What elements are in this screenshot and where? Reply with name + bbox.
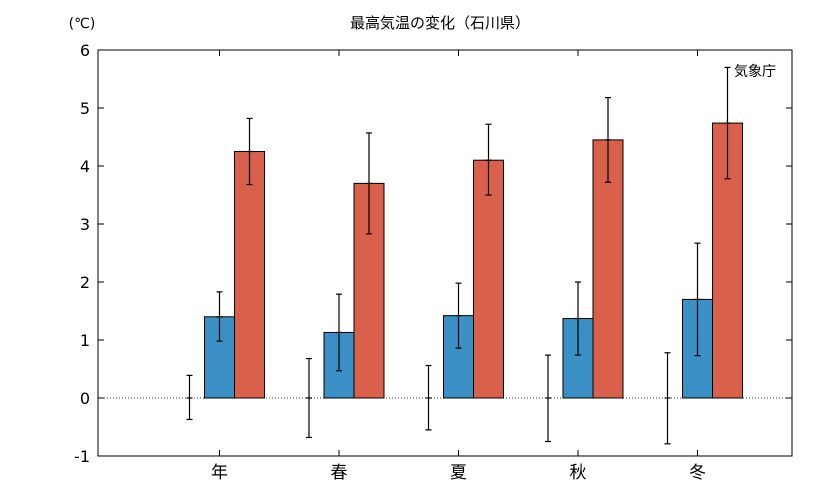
bar (234, 151, 265, 399)
x-axis: 年春夏秋冬 (211, 50, 706, 483)
error-bar (545, 354, 551, 443)
y-tick-label: 3 (80, 215, 90, 234)
error-bar (605, 96, 611, 183)
error-bar (336, 293, 342, 372)
chart-title: 最高気温の変化（石川県） (350, 14, 530, 32)
x-tick-label: 年 (211, 463, 228, 483)
y-axis: -1 0 1 2 3 4 5 6 (74, 41, 792, 466)
y-tick-label: 5 (80, 99, 90, 118)
bar (473, 159, 504, 399)
bar (592, 139, 624, 399)
source-label: 気象庁 (734, 64, 776, 80)
y-tick-label: 4 (80, 157, 90, 176)
y-tick-label: -1 (74, 447, 90, 466)
error-bar (216, 291, 223, 342)
error-bar (455, 282, 462, 349)
error-bar (186, 374, 193, 421)
error-bar (664, 352, 671, 445)
y-unit-label: (℃) (69, 16, 96, 32)
error-bar (575, 281, 581, 356)
x-tick-label: 春 (331, 463, 348, 483)
x-tick-label: 秋 (570, 463, 587, 483)
error-bar (366, 132, 372, 235)
y-tick-label: 2 (80, 273, 90, 292)
error-bar (724, 66, 731, 180)
y-tick-label: 0 (80, 389, 90, 408)
x-tick-label: 冬 (689, 463, 706, 483)
y-tick-label: 6 (80, 41, 90, 60)
error-bar (425, 364, 432, 431)
y-tick-label: 1 (80, 331, 90, 350)
bar (562, 318, 594, 399)
x-tick-label: 夏 (450, 463, 467, 483)
bars-layer (204, 122, 743, 399)
plot-frame (97, 49, 793, 457)
error-bars-layer (186, 66, 731, 445)
error-bar (246, 117, 253, 186)
error-bar (306, 357, 312, 439)
error-bar (694, 242, 701, 357)
error-bar (485, 123, 492, 196)
